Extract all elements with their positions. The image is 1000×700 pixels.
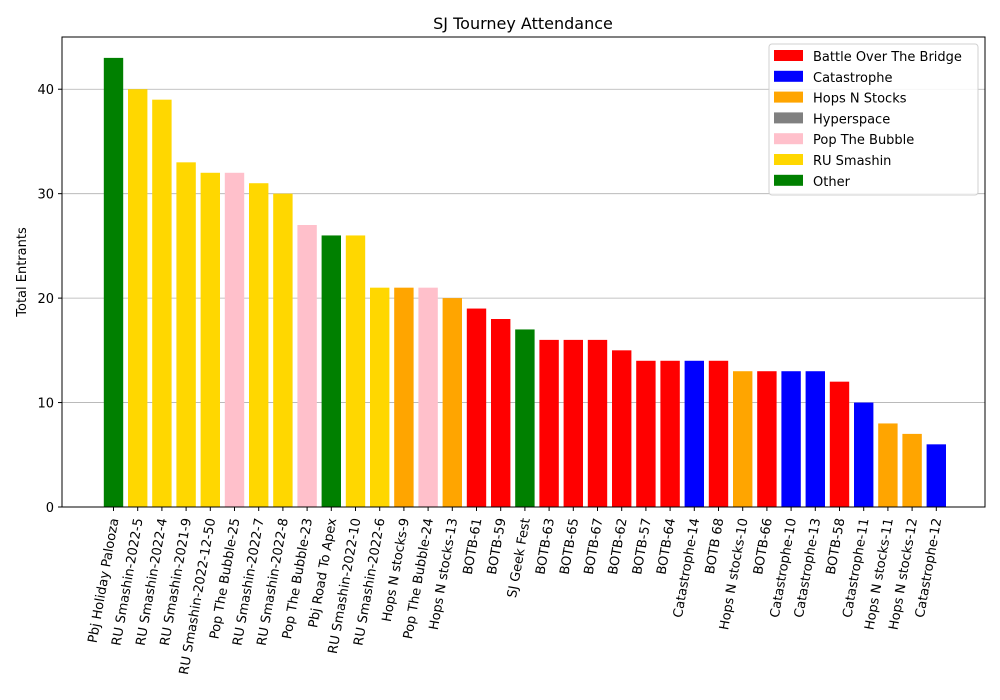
bar [491, 319, 511, 507]
plot-frame [61, 36, 986, 508]
bar [612, 350, 632, 507]
y-axis-title: Total Entrants [15, 227, 30, 318]
legend-label: RU Smashin [813, 154, 891, 169]
bar [515, 329, 535, 507]
bar [733, 371, 753, 507]
bar [152, 99, 172, 508]
legend-swatch [774, 174, 803, 186]
bar [878, 423, 898, 507]
legend-label: Hops N Stocks [813, 92, 907, 107]
legend-swatch [774, 50, 803, 61]
legend: Battle Over The Bridge Catastrophe Hops N … [768, 43, 979, 196]
bar [587, 339, 608, 507]
chart-title: SJ Tourney Attendance [433, 14, 613, 33]
bar [539, 339, 559, 507]
bar [660, 360, 680, 507]
bar [466, 308, 487, 507]
bar [829, 381, 850, 507]
bar [563, 339, 583, 507]
bar [176, 162, 196, 508]
bar [757, 371, 777, 507]
bars [103, 57, 946, 508]
y-tick-label: 40 [37, 83, 54, 98]
legend-label: Catastrophe [813, 71, 892, 86]
bar [854, 402, 874, 507]
bar [224, 172, 245, 507]
legend-label: Battle Over The Bridge [813, 50, 962, 65]
legend-label: Hyperspace [813, 112, 890, 127]
bar [345, 235, 366, 507]
bar [273, 193, 293, 507]
bar [684, 360, 704, 507]
legend-swatch [774, 154, 803, 165]
y-tick-label: 0 [46, 501, 54, 516]
bar [442, 298, 462, 507]
bar [781, 371, 801, 507]
legend-box [768, 43, 979, 196]
legend-label: Pop The Bubble [813, 133, 914, 148]
y-axis: 0 10 20 30 40 [37, 83, 62, 516]
bar [708, 360, 729, 507]
bar [297, 225, 317, 507]
bar [805, 371, 825, 507]
bar [370, 287, 390, 507]
legend-swatch [774, 112, 803, 124]
bar [103, 57, 124, 508]
bar [418, 287, 438, 507]
legend-swatch [774, 133, 803, 145]
bar [321, 235, 341, 507]
bar [902, 433, 922, 507]
legend-label: Other [813, 175, 851, 190]
y-tick-label: 30 [37, 188, 54, 203]
y-tick-label: 20 [37, 292, 54, 307]
legend-swatch [774, 70, 803, 82]
bar [200, 172, 220, 507]
bar [128, 89, 148, 507]
bar [394, 287, 414, 507]
bar [636, 360, 656, 507]
y-tick-label: 10 [37, 397, 54, 412]
bar [926, 444, 946, 507]
legend-swatch [774, 91, 803, 103]
bar [249, 183, 269, 507]
